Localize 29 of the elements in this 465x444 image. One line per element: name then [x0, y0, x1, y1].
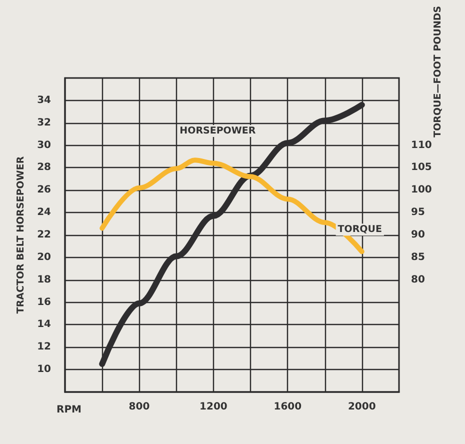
y2-tick-label: 105: [411, 162, 432, 174]
y2-axis-title: TORQUE—FOOT POUNDS: [432, 6, 444, 138]
x-tick-label: 1600: [274, 402, 302, 412]
y-tick-label: 28: [37, 162, 52, 174]
y-tick-label: 10: [37, 364, 52, 376]
y2-tick-label: 95: [411, 207, 425, 218]
y-tick-label: 16: [37, 296, 52, 308]
x-axis-title: RPM: [56, 404, 82, 416]
y2-tick-label: 110: [411, 140, 432, 151]
x-tick-label: 1200: [200, 402, 228, 412]
y-tick-label: 20: [37, 252, 52, 263]
y2-tick-label: 80: [411, 274, 425, 286]
y2-tick-label: 85: [411, 252, 425, 263]
y-axis-title: TRACTOR BELT HORSEPOWER: [16, 156, 27, 314]
y-tick-label: 30: [37, 140, 52, 151]
y2-tick-label: 90: [411, 230, 425, 240]
y-tick-label: 18: [37, 274, 52, 286]
y-tick-label: 12: [37, 342, 52, 353]
series-label: TORQUE: [338, 224, 382, 236]
y-tick-label: 22: [37, 230, 52, 240]
y-tick-label: 24: [37, 207, 52, 218]
y-tick-label: 26: [37, 184, 52, 196]
y-tick-label: 14: [37, 319, 52, 330]
x-tick-label: 2000: [348, 402, 376, 412]
y-tick-label: 32: [37, 117, 52, 128]
text: HORSEPOWER: [180, 126, 256, 137]
y-tick-label: 34: [37, 94, 52, 106]
x-tick-label: 800: [128, 402, 150, 412]
y2-tick-label: 100: [411, 184, 432, 196]
